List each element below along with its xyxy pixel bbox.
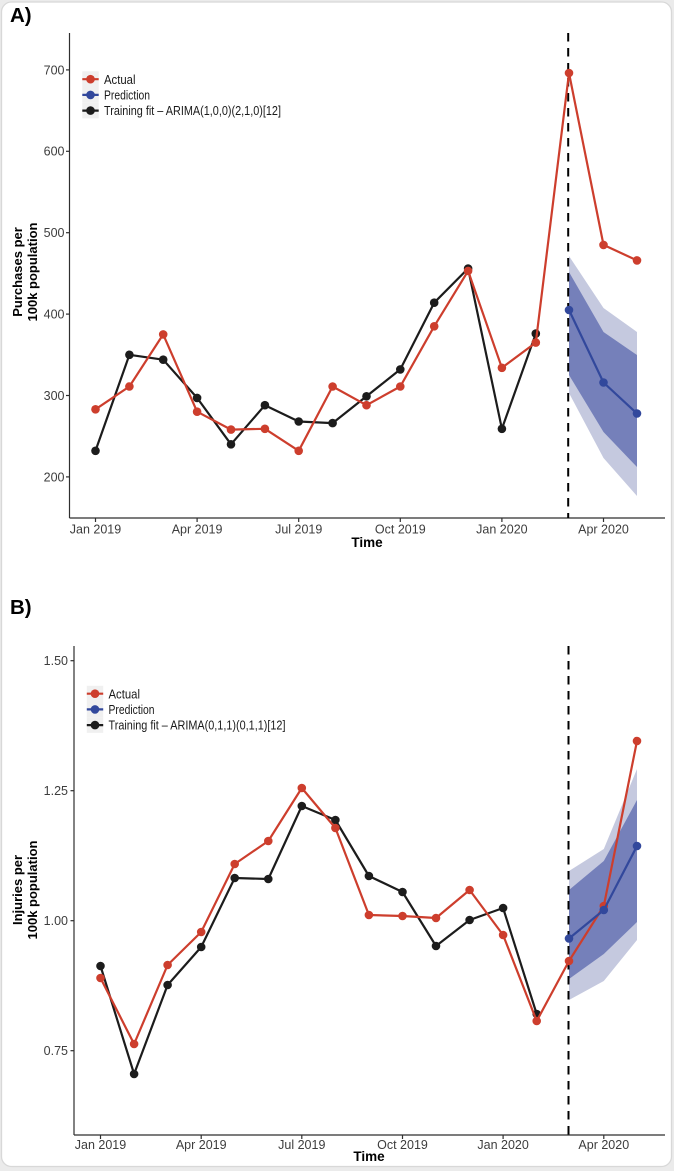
svg-text:Jan 2020: Jan 2020 bbox=[476, 523, 527, 537]
svg-text:300: 300 bbox=[44, 389, 65, 403]
svg-text:100k population: 100k population bbox=[25, 840, 40, 939]
svg-text:500: 500 bbox=[44, 226, 65, 240]
svg-text:Actual: Actual bbox=[109, 686, 141, 701]
svg-text:Training fit – ARIMA(1,0,0)(2,: Training fit – ARIMA(1,0,0)(2,1,0)[12] bbox=[104, 103, 281, 118]
svg-text:Apr 2020: Apr 2020 bbox=[578, 523, 629, 537]
svg-text:Prediction: Prediction bbox=[109, 702, 155, 717]
svg-text:Oct 2019: Oct 2019 bbox=[377, 1138, 428, 1152]
svg-text:Jan 2020: Jan 2020 bbox=[477, 1138, 528, 1152]
svg-text:Time: Time bbox=[353, 1149, 385, 1164]
svg-text:Time: Time bbox=[351, 535, 383, 550]
svg-text:Apr 2020: Apr 2020 bbox=[578, 1138, 629, 1152]
svg-text:Injuries per: Injuries per bbox=[10, 855, 25, 925]
svg-text:Jul 2019: Jul 2019 bbox=[275, 523, 322, 537]
svg-text:0.75: 0.75 bbox=[44, 1044, 68, 1058]
svg-text:Apr 2019: Apr 2019 bbox=[176, 1138, 227, 1152]
svg-text:200: 200 bbox=[44, 470, 65, 484]
svg-text:B): B) bbox=[10, 596, 32, 619]
svg-text:A): A) bbox=[10, 4, 32, 27]
svg-text:1.00: 1.00 bbox=[44, 914, 68, 928]
svg-text:Training fit – ARIMA(0,1,1)(0,: Training fit – ARIMA(0,1,1)(0,1,1)[12] bbox=[109, 718, 286, 733]
svg-text:400: 400 bbox=[44, 308, 65, 322]
svg-text:Apr 2019: Apr 2019 bbox=[172, 523, 223, 537]
svg-text:600: 600 bbox=[44, 145, 65, 159]
svg-text:Jul 2019: Jul 2019 bbox=[278, 1138, 325, 1152]
svg-text:Actual: Actual bbox=[104, 72, 136, 87]
svg-text:1.50: 1.50 bbox=[44, 654, 68, 668]
svg-text:Oct 2019: Oct 2019 bbox=[375, 523, 426, 537]
svg-text:100k population: 100k population bbox=[25, 222, 40, 321]
svg-text:Purchases per: Purchases per bbox=[10, 227, 25, 317]
svg-text:Jan 2019: Jan 2019 bbox=[75, 1138, 126, 1152]
svg-text:Jan 2019: Jan 2019 bbox=[70, 523, 121, 537]
svg-text:1.25: 1.25 bbox=[44, 784, 68, 798]
svg-text:Prediction: Prediction bbox=[104, 88, 150, 103]
svg-text:700: 700 bbox=[44, 63, 65, 77]
